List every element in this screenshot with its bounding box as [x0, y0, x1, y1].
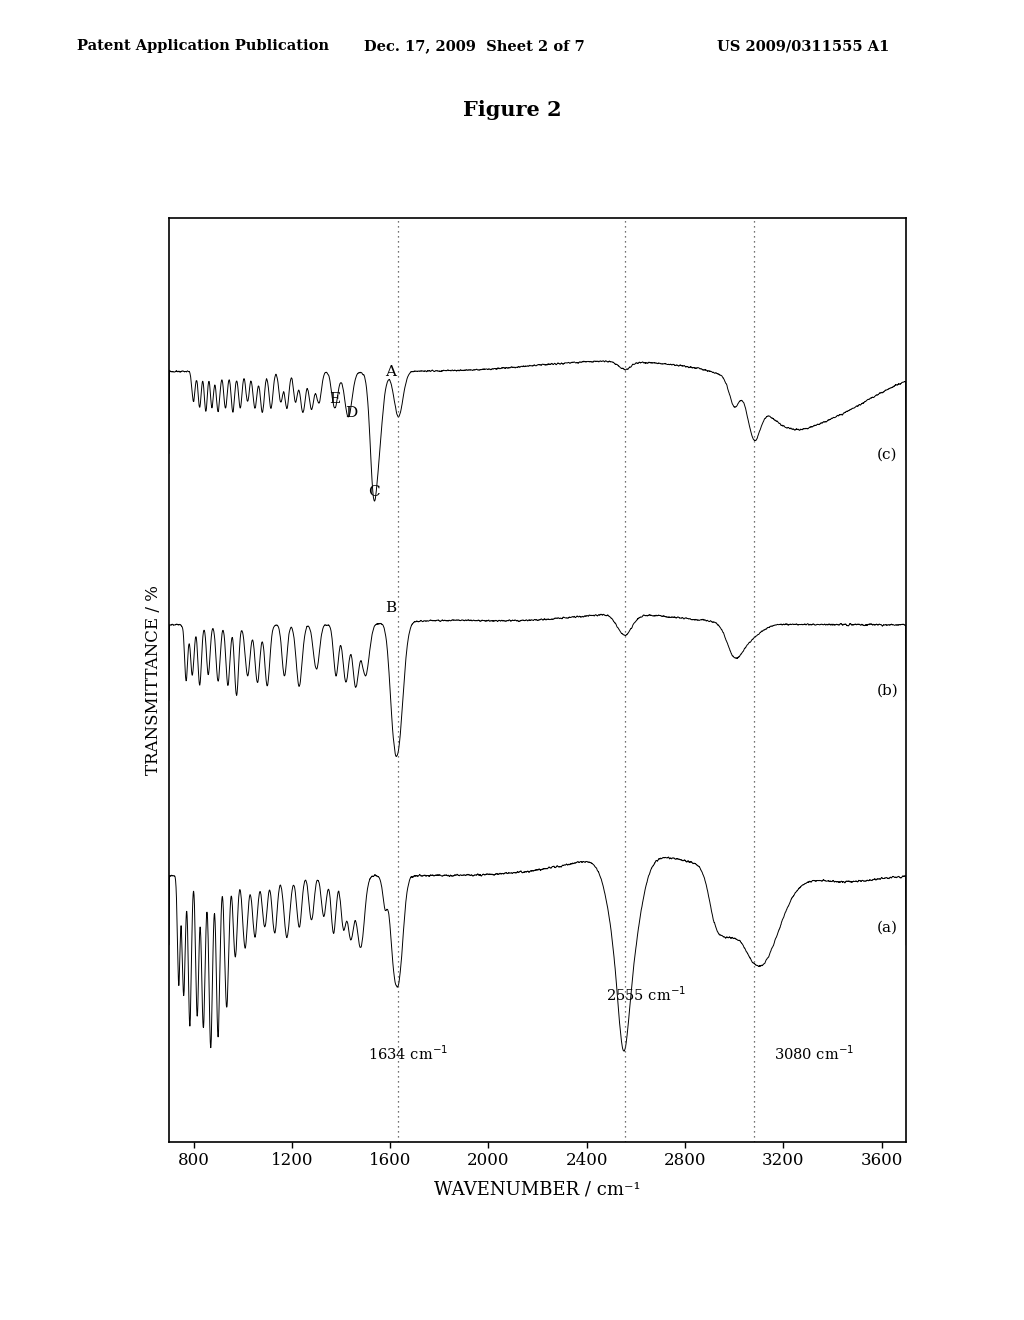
Text: C: C: [368, 484, 380, 499]
Text: (b): (b): [877, 684, 898, 698]
Text: A: A: [385, 364, 396, 379]
Text: US 2009/0311555 A1: US 2009/0311555 A1: [717, 40, 889, 53]
Text: Dec. 17, 2009  Sheet 2 of 7: Dec. 17, 2009 Sheet 2 of 7: [364, 40, 585, 53]
Text: D: D: [345, 407, 357, 420]
Text: (a): (a): [877, 920, 898, 935]
Text: 3080 cm$^{-1}$: 3080 cm$^{-1}$: [773, 1045, 854, 1064]
X-axis label: WAVENUMBER / cm⁻¹: WAVENUMBER / cm⁻¹: [434, 1180, 641, 1199]
Text: E: E: [329, 392, 340, 405]
Text: B: B: [385, 601, 396, 615]
Text: Patent Application Publication: Patent Application Publication: [77, 40, 329, 53]
Text: 2555 cm$^{-1}$: 2555 cm$^{-1}$: [606, 986, 686, 1005]
Y-axis label: TRANSMITTANCE / %: TRANSMITTANCE / %: [145, 585, 162, 775]
Text: 1634 cm$^{-1}$: 1634 cm$^{-1}$: [368, 1045, 449, 1064]
Text: (c): (c): [877, 447, 897, 462]
Text: Figure 2: Figure 2: [463, 100, 561, 120]
